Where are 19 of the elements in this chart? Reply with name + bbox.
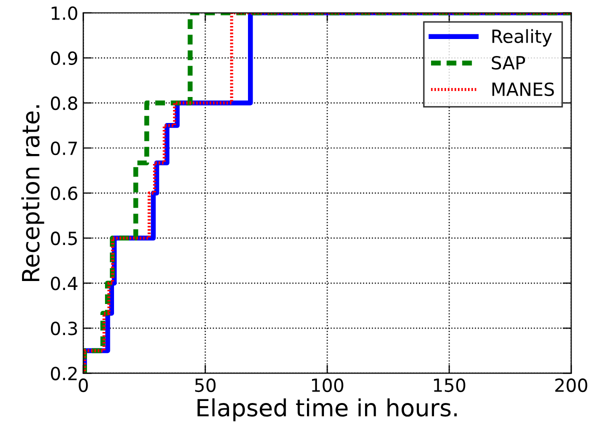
x-axis-title: Elapsed time in hours. [198,398,457,422]
legend-label: SAP [492,56,526,70]
y-tick-label: 0.9 [50,51,78,66]
legend-label: Reality [492,29,552,47]
y-axis-title: Reception rate. [21,105,44,282]
x-tick-label: 50 [195,378,216,392]
legend-label: MANES [492,82,554,96]
y-tick-label: 0.4 [50,276,78,290]
y-tick-label: 1.0 [52,6,78,20]
x-tick-label: 0 [78,378,88,392]
x-tick-label: 150 [434,378,466,392]
y-tick-label: 0.3 [50,322,77,336]
y-tick-label: 0.8 [50,96,78,110]
x-tick-label: 100 [312,378,344,392]
y-tick-label: 0.5 [50,232,77,246]
y-tick-label: 0.7 [50,141,77,156]
y-tick-label: 0.2 [50,366,77,380]
x-tick-label: 200 [555,378,588,392]
y-tick-label: 0.6 [50,186,78,200]
